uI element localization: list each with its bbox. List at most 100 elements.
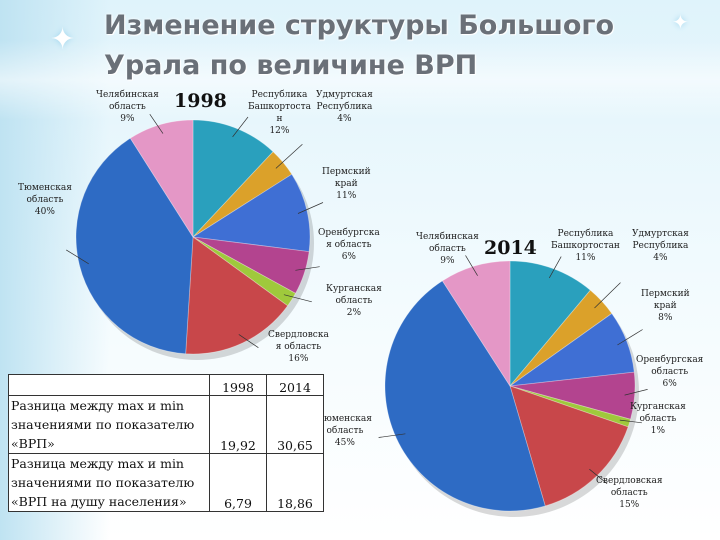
slice-label-line: 11% (575, 253, 596, 263)
pie-slice-2014-perm (508, 312, 635, 387)
table-row-label-line: «ВРП» (11, 436, 55, 451)
slice-label-1998-kurgan: Курганская область 2% (326, 283, 382, 319)
comparison-table: 1998 2014 Разница между max и min значен… (8, 374, 324, 512)
table-row-label-line: «ВРП на душу населения» (11, 494, 187, 509)
table-header-row: 1998 2014 (8, 374, 324, 396)
slice-label-2014-kurgan: Курганская область 1% (630, 401, 686, 437)
slice-label-line: 15% (619, 500, 640, 510)
slice-label-line: 6% (341, 252, 356, 262)
table-row-label: Разница между max и min значениями по по… (8, 453, 210, 512)
slice-label-line: Республика (557, 229, 614, 239)
leader-line (619, 419, 642, 424)
pie-slice-1998-udmurtia (192, 151, 293, 238)
table-cell-2014: 18,86 (266, 453, 324, 512)
slice-label-2014-orenburg: Оренбургская область 6% (636, 354, 703, 390)
slice-label-line: Челябинская (96, 90, 159, 100)
pie-slice-1998-chelyabinsk (129, 119, 194, 239)
slice-label-2014-chelyabinsk: Челябинская область 9% (416, 231, 479, 267)
slice-label-line: Свердловска (268, 330, 329, 340)
leader-line (232, 116, 249, 138)
slice-label-line: 4% (337, 114, 352, 124)
table-row: Разница между max и min значениями по по… (8, 395, 324, 454)
table-row-label-line: Разница между max и min (11, 398, 184, 413)
slice-label-line: Пермский (322, 167, 371, 177)
slice-label-line: 40% (34, 207, 55, 217)
slice-label-line: область (428, 244, 466, 254)
slice-label-line: край (334, 179, 358, 189)
table-cell-1998: 19,92 (209, 395, 267, 454)
slice-label-line: Удмуртская (316, 90, 373, 100)
chart-1998-year: 1998 (174, 90, 227, 112)
leader-line (297, 202, 324, 214)
slice-label-line: Тюменская (18, 183, 72, 193)
leader-line (589, 468, 608, 484)
slice-label-line: область (335, 296, 373, 306)
slice-label-line: Республика (316, 102, 373, 112)
slice-label-line: Пермский (641, 289, 690, 299)
sparkle-icon: ✦ (50, 22, 76, 57)
table-cell-2014: 30,65 (266, 395, 324, 454)
table-row-label: Разница между max и min значениями по по… (8, 395, 210, 454)
slice-label-2014-tyumen: Тюменская область 45% (318, 413, 372, 449)
slice-label-line: 45% (334, 438, 355, 448)
slice-label-line: 11% (336, 191, 357, 201)
slice-label-line: Удмуртская (632, 229, 689, 239)
slice-label-1998-perm: Пермский край 11% (322, 166, 371, 202)
slice-label-line: Курганская (630, 402, 686, 412)
leader-line (548, 256, 562, 279)
table-row-label-line: Разница между max и min (11, 456, 184, 471)
pie-slice-2014-bashkortostan (509, 260, 591, 388)
pie-slice-1998-tyumen (75, 137, 194, 355)
table-row-label-line: значениями по показателю (11, 417, 195, 432)
slice-label-line: 8% (658, 313, 673, 323)
slice-label-line: Челябинская (416, 232, 479, 242)
slice-label-line: Республика (632, 241, 689, 251)
slice-label-line: 16% (288, 354, 309, 364)
leader-line (149, 114, 164, 134)
leader-line (465, 255, 478, 276)
leader-line (275, 143, 303, 169)
chart-2014-year: 2014 (484, 237, 537, 259)
table-row-label-line: значениями по показателю (11, 475, 195, 490)
leader-line (66, 249, 89, 265)
slice-label-line: 2% (346, 308, 362, 318)
leader-line (617, 329, 643, 346)
slice-label-line: область (610, 488, 648, 498)
slice-label-line: 9% (440, 256, 455, 266)
pie-slice-1998-perm (191, 173, 311, 253)
pie-slice-1998-sverdlovsk (185, 236, 289, 355)
table-cell-1998: 6,79 (209, 453, 267, 512)
slice-label-line: 9% (120, 114, 135, 124)
slice-label-1998-tyumen: Тюменская область 40% (18, 182, 72, 218)
pie-slice-2014-orenburg (509, 371, 636, 420)
slice-label-line: область (326, 426, 364, 436)
leader-line (378, 433, 406, 438)
leader-line (283, 294, 312, 303)
table-header-1998: 1998 (209, 374, 267, 396)
slice-label-line: область (108, 102, 146, 112)
slice-label-1998-orenburg: Оренбургска я область 6% (318, 227, 380, 263)
slice-label-2014-sverdlovsk: Свердловская область 15% (596, 475, 663, 511)
slice-label-line: Курганская (326, 284, 382, 294)
slice-label-1998-udmurtia: Удмуртская Республика 4% (316, 89, 373, 125)
slice-label-line: 1% (650, 426, 666, 436)
slice-label-line: область (639, 414, 677, 424)
table-header-2014: 2014 (266, 374, 324, 396)
table-row: Разница между max и min значениями по по… (8, 453, 324, 512)
slice-label-line: Башкортостан (551, 241, 620, 251)
slice-label-line: Тюменская (318, 414, 372, 424)
leader-line (594, 282, 621, 309)
slice-label-line: Оренбургская (636, 355, 704, 365)
pie-slice-2014-sverdlovsk (509, 385, 629, 507)
slice-label-line: Башкортоста (248, 102, 311, 112)
slice-label-line: 6% (662, 379, 677, 389)
pie-slice-1998-orenburg (192, 236, 310, 294)
pie-slice-1998-bashkortostan (192, 119, 274, 239)
slice-label-line: Свердловская (596, 476, 663, 486)
slice-label-1998-sverdlovsk: Свердловска я область 16% (268, 329, 329, 365)
pie-slice-2014-kurgan (509, 385, 631, 428)
slice-label-line: н (276, 114, 283, 124)
slice-label-2014-perm: Пермский край 8% (641, 288, 690, 324)
slice-label-line: я область (275, 342, 322, 352)
